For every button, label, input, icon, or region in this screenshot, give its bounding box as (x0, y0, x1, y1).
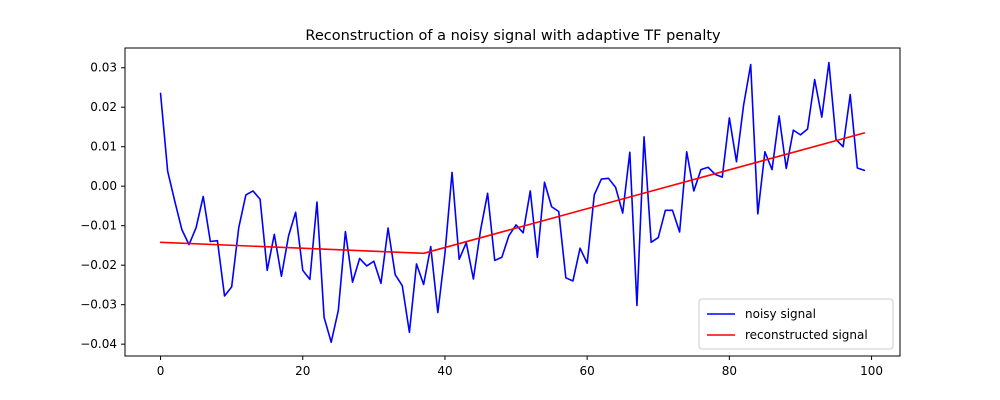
y-tick-label: −0.02 (80, 258, 117, 272)
x-tick-label: 0 (157, 364, 165, 378)
series-line-1 (159, 132, 866, 255)
axes-frame (124, 47, 901, 357)
x-tick-label: 20 (295, 364, 310, 378)
y-axis: −0.04 −0.03 −0.02 −0.01 0.00 0.01 0.02 0.03 (80, 61, 125, 351)
y-tick-label: −0.01 (80, 219, 117, 233)
x-tick-label: 60 (580, 364, 595, 378)
series-layer (159, 61, 866, 343)
y-tick-label: 0.02 (90, 100, 117, 114)
legend-label-0: noisy signal (745, 307, 816, 321)
x-tick-label: 80 (722, 364, 737, 378)
x-axis: 0 20 40 60 80 100 (157, 356, 883, 378)
y-tick-label: −0.04 (80, 337, 117, 351)
legend-label-1: reconstructed signal (745, 328, 868, 342)
y-tick-label: 0.01 (90, 140, 117, 154)
chart-title: Reconstruction of a noisy signal with ad… (305, 28, 721, 44)
y-tick-label: 0.00 (90, 179, 117, 193)
x-tick-label: 40 (437, 364, 452, 378)
legend: noisy signal reconstructed signal (698, 298, 894, 350)
y-tick-label: 0.03 (90, 61, 117, 75)
y-tick-label: −0.03 (80, 298, 117, 312)
legend-box (698, 298, 894, 350)
x-tick-label: 100 (860, 364, 883, 378)
series-line-0 (159, 61, 866, 343)
